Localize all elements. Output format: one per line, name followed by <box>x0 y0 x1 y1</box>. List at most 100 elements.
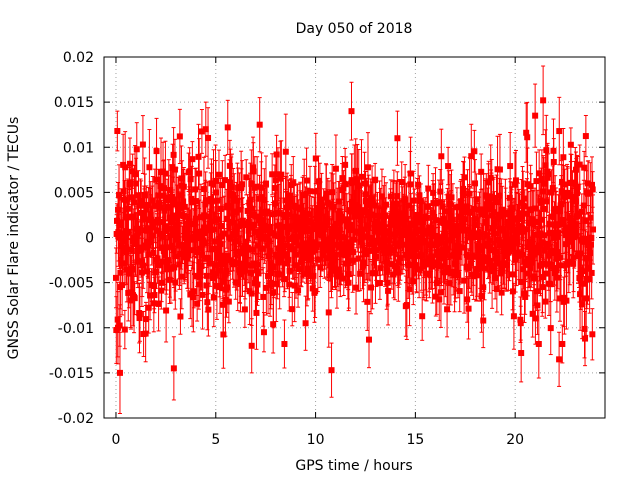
data-point <box>296 242 303 249</box>
data-point <box>123 233 130 240</box>
data-point <box>263 180 270 187</box>
data-point <box>337 216 344 223</box>
data-point <box>161 207 168 214</box>
data-point <box>114 316 121 323</box>
data-point <box>187 220 194 227</box>
data-point <box>241 244 248 251</box>
data-point <box>164 257 171 264</box>
data-point <box>259 245 266 252</box>
data-point <box>124 213 131 220</box>
data-point <box>355 255 362 262</box>
data-point <box>294 214 301 221</box>
data-point <box>246 199 253 206</box>
data-point <box>303 250 310 257</box>
data-point <box>323 194 330 201</box>
data-point <box>140 212 147 219</box>
data-point <box>124 205 131 212</box>
data-point <box>204 299 211 306</box>
data-point <box>209 269 216 276</box>
data-point <box>322 224 329 231</box>
data-point <box>137 202 144 209</box>
data-point <box>203 282 210 289</box>
data-point <box>275 210 282 217</box>
data-point <box>158 287 165 294</box>
data-point <box>198 263 205 270</box>
data-point <box>122 244 129 251</box>
data-point <box>213 282 220 289</box>
data-point <box>342 181 349 188</box>
data-point <box>190 294 197 301</box>
data-point <box>284 260 291 267</box>
data-point <box>265 253 272 260</box>
data-point <box>355 182 362 189</box>
data-point <box>140 262 147 269</box>
data-point <box>250 164 257 171</box>
data-point <box>278 171 285 178</box>
data-point <box>180 198 187 205</box>
data-point <box>222 271 229 278</box>
data-point <box>318 203 325 210</box>
data-point <box>196 170 203 177</box>
data-point <box>239 217 246 224</box>
data-point <box>167 214 174 221</box>
data-point <box>359 242 366 249</box>
data-point <box>195 281 202 288</box>
data-point <box>146 251 153 258</box>
data-point <box>153 148 160 155</box>
data-point <box>117 219 124 226</box>
data-point <box>134 225 141 232</box>
data-point <box>293 262 300 269</box>
data-point <box>241 306 248 313</box>
data-point <box>208 198 215 205</box>
data-point <box>151 283 158 290</box>
data-point <box>163 261 170 268</box>
data-point <box>210 275 217 282</box>
data-point <box>288 223 295 230</box>
data-point <box>261 223 268 230</box>
data-point <box>255 270 262 277</box>
data-point <box>143 206 150 213</box>
data-point <box>131 295 138 302</box>
data-point <box>252 277 259 284</box>
data-point <box>335 198 342 205</box>
data-point <box>345 250 352 257</box>
data-point <box>329 189 336 196</box>
data-point <box>234 197 241 204</box>
data-point <box>149 218 156 225</box>
data-point <box>298 228 305 235</box>
data-point <box>214 254 221 261</box>
data-point <box>233 238 240 245</box>
data-point <box>335 266 342 273</box>
data-point <box>255 261 262 268</box>
data-point <box>193 273 200 280</box>
data-point <box>357 270 364 277</box>
data-point <box>248 180 255 187</box>
data-point <box>269 171 276 178</box>
data-point <box>125 270 132 277</box>
data-point <box>174 236 181 243</box>
data-point <box>221 230 228 237</box>
data-point <box>226 162 233 169</box>
data-point <box>219 278 226 285</box>
data-point <box>118 222 125 229</box>
data-point <box>178 175 185 182</box>
data-point <box>275 259 282 266</box>
data-point <box>188 195 195 202</box>
data-point <box>212 177 219 184</box>
data-point <box>152 268 159 275</box>
data-point <box>133 180 140 187</box>
data-point <box>153 176 160 183</box>
data-point <box>258 184 265 191</box>
data-point <box>174 225 181 232</box>
data-point <box>353 284 360 291</box>
data-point <box>205 255 212 262</box>
data-point <box>194 231 201 238</box>
data-point <box>349 198 356 205</box>
data-point <box>293 251 300 258</box>
data-point <box>232 227 239 234</box>
data-point <box>189 247 196 254</box>
data-point <box>336 226 343 233</box>
data-point <box>225 298 232 305</box>
data-point <box>352 167 359 174</box>
